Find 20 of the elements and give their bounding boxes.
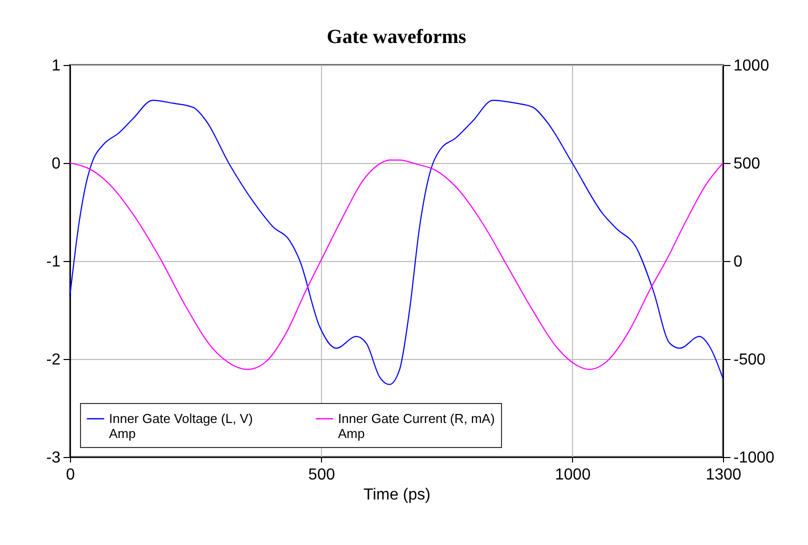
y-tick-label: -3 [46, 450, 61, 466]
legend-label: Inner Gate Current (R, mA) Amp [338, 410, 495, 441]
y2-tick-label: 1000 [734, 58, 770, 74]
y2-tick-label: -1000 [734, 450, 775, 466]
x-tick-label: 0 [66, 466, 76, 484]
line-series [69, 100, 724, 386]
y2-tick-label: -500 [734, 352, 766, 368]
line-series [69, 160, 724, 370]
y-tick-label: 0 [52, 156, 61, 172]
x-tick-label: 500 [308, 466, 336, 484]
chart-title: Gate waveforms [326, 26, 466, 48]
legend-label: Inner Gate Voltage (L, V) Amp [109, 410, 253, 441]
y2-tick-label: 0 [734, 254, 742, 270]
y-tick-label: 1 [52, 58, 61, 74]
y-tick-label: -1 [46, 254, 61, 270]
y-tick-label: -2 [46, 352, 61, 368]
y2-tick-label: 500 [734, 156, 760, 172]
x-tick-label: 1000 [555, 466, 591, 484]
x-tick-label: 1300 [706, 466, 742, 484]
x-axis-title: Time (ps) [364, 486, 430, 504]
